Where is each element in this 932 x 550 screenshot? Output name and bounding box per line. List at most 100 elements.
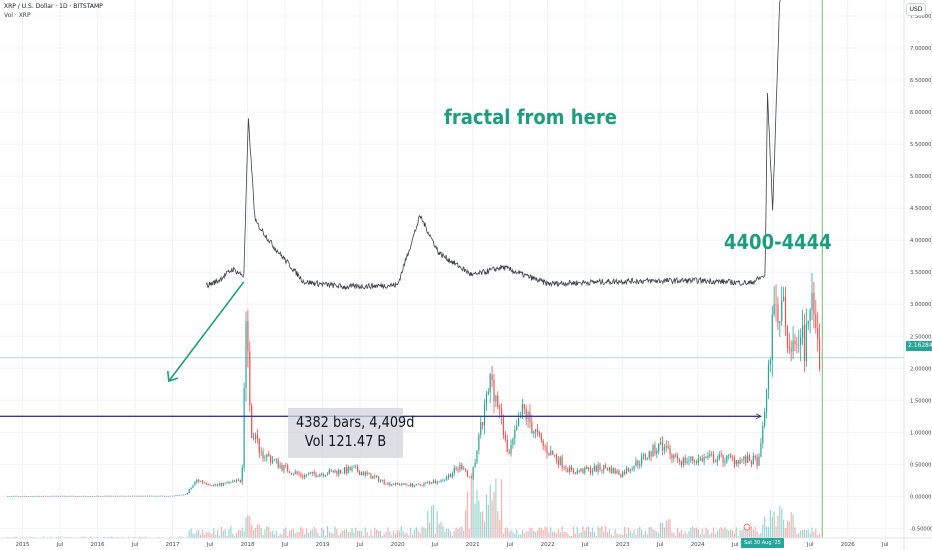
level-arrow-head: [755, 413, 762, 420]
volume-bar: [720, 527, 722, 538]
candle-body: [288, 471, 291, 474]
candle-body: [201, 481, 204, 483]
candle-body: [181, 494, 183, 496]
volume-bar: [642, 534, 645, 538]
candle-body: [654, 445, 656, 454]
candle-body: [173, 495, 175, 497]
volume-bar: [512, 532, 514, 538]
volume-bar: [658, 533, 660, 538]
candle-body: [71, 495, 73, 497]
volume-bar: [14, 536, 16, 538]
volume-bar: [737, 535, 739, 538]
volume-bar: [813, 531, 815, 538]
volume-bar: [309, 530, 311, 538]
x-tick-label: Jul: [56, 542, 64, 548]
candle-body: [251, 405, 253, 438]
candle-body: [239, 479, 241, 482]
volume-bar: [798, 533, 800, 538]
candle-body: [154, 495, 156, 497]
candle-body: [334, 470, 336, 473]
candle-body: [703, 457, 705, 462]
volume-bar: [417, 530, 419, 538]
volume-bar: [605, 526, 607, 538]
volume-bar: [432, 505, 435, 538]
volume-bar: [764, 516, 766, 538]
candle-body: [146, 495, 149, 497]
candle-body: [290, 473, 293, 474]
volume-bar: [404, 533, 406, 538]
candle-body: [544, 446, 546, 447]
candle-body: [234, 480, 236, 482]
volume-bar: [572, 526, 575, 538]
candle-body: [535, 429, 537, 432]
candle-body: [315, 473, 317, 477]
candle-body: [673, 455, 675, 459]
volume-bar: [703, 533, 705, 538]
volume-bar: [482, 511, 484, 538]
candle-body: [794, 340, 796, 345]
x-tick-label: 2020: [391, 542, 405, 548]
volume-bar: [692, 526, 694, 538]
volume-bar: [805, 529, 807, 538]
volume-bar: [779, 506, 781, 538]
candle-body: [758, 456, 760, 466]
volume-bar: [199, 534, 202, 538]
candle-body: [76, 495, 79, 497]
candle-body: [279, 464, 281, 468]
volume-bar: [207, 531, 209, 538]
volume-bar: [463, 530, 465, 538]
volume-bar: [701, 528, 703, 538]
candle-body: [14, 495, 16, 497]
candle-body: [612, 468, 614, 474]
candle-body: [222, 483, 224, 486]
volume-bar: [624, 526, 626, 538]
candle-body: [281, 464, 283, 471]
currency-button[interactable]: USD: [906, 3, 926, 16]
candle-body: [366, 472, 368, 474]
volume-bar: [803, 529, 806, 538]
volume-bar: [217, 530, 219, 538]
candle-body: [394, 482, 397, 485]
volume-bar: [489, 484, 491, 538]
candle-body: [292, 473, 294, 475]
candle-body: [748, 455, 751, 462]
candle-body: [285, 465, 287, 466]
candle-body: [695, 460, 698, 463]
candle-body: [65, 496, 67, 497]
volume-bar: [603, 531, 605, 538]
volume-bar: [260, 527, 262, 538]
candle-body: [504, 435, 506, 440]
candle-body: [220, 483, 223, 486]
candle-body: [364, 472, 366, 476]
candle-body: [773, 304, 775, 315]
candle-body: [82, 495, 84, 497]
volume-bar: [90, 536, 92, 538]
candle-body: [326, 474, 329, 476]
volume-bar: [669, 518, 671, 538]
candle-body: [591, 470, 594, 473]
candle-body: [33, 496, 35, 497]
candle-body: [230, 481, 232, 483]
volume-bar: [449, 531, 452, 538]
candle-body: [58, 495, 60, 497]
volume-bar: [625, 533, 628, 538]
y-tick-label: 2.00000: [910, 366, 931, 372]
candle-body: [582, 468, 584, 473]
candle-body: [398, 483, 400, 486]
candle-body: [661, 441, 664, 451]
volume-bar: [402, 530, 404, 538]
volume-bar: [500, 479, 503, 538]
candle-body: [52, 495, 54, 497]
volume-bar: [413, 529, 416, 538]
candle-body: [709, 454, 711, 457]
volume-bar: [618, 534, 620, 538]
volume-bar: [211, 534, 213, 538]
volume-bar: [682, 534, 684, 538]
volume-bar: [552, 531, 554, 538]
volume-bar: [179, 536, 181, 538]
candle-body: [625, 468, 628, 474]
volume-bar: [421, 526, 423, 538]
candle-body: [249, 351, 251, 406]
